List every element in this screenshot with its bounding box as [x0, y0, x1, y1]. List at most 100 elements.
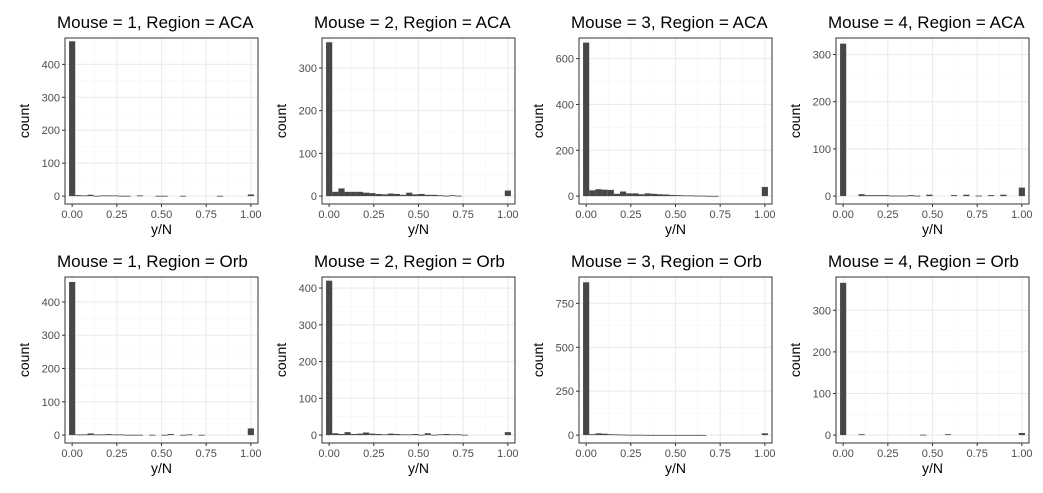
- histogram-bar: [504, 432, 511, 436]
- y-tick-label: 100: [813, 388, 831, 400]
- y-tick-label: 200: [556, 145, 574, 157]
- histogram-bar: [638, 434, 645, 436]
- histogram-bar: [186, 434, 193, 436]
- y-tick-label: 300: [813, 50, 831, 62]
- histogram-bar: [632, 193, 639, 197]
- histogram-bar: [693, 434, 701, 436]
- y-tick-label: 200: [42, 364, 60, 376]
- histogram-bar: [895, 195, 902, 197]
- histogram-bar: [864, 195, 871, 197]
- histogram-bar: [687, 434, 694, 436]
- histogram-bar: [338, 188, 345, 197]
- histogram-bar: [179, 195, 187, 197]
- histogram-bar: [589, 434, 596, 436]
- histogram-bar: [613, 193, 621, 197]
- x-tick-label: 0.50: [151, 209, 172, 221]
- x-axis-label: y/N: [151, 221, 172, 237]
- histogram-bar: [681, 195, 688, 197]
- histogram-bar: [87, 433, 94, 436]
- y-tick-label: 400: [556, 99, 574, 111]
- x-tick-label: 0.00: [575, 209, 596, 221]
- histogram-bar: [332, 433, 339, 436]
- histogram-bar: [504, 190, 511, 197]
- x-tick-label: 0.75: [452, 209, 473, 221]
- panel-title: Mouse = 3, Region = Orb: [571, 252, 762, 271]
- histogram-bar: [161, 195, 168, 197]
- facet-panel: 0.00 0.25 0.50 0.75 1.00 0 100 200 300 Mouse = 2,…: [273, 13, 519, 237]
- histogram-bar: [412, 194, 419, 197]
- x-tick-label: 0.75: [709, 209, 730, 221]
- x-tick-label: 0.50: [151, 448, 172, 460]
- y-tick-label: 100: [813, 144, 831, 156]
- histogram-bar: [1018, 187, 1025, 197]
- histogram-bar: [901, 195, 908, 197]
- histogram-bar: [761, 433, 768, 436]
- histogram-bar: [607, 189, 614, 197]
- x-tick-label: 1.00: [240, 209, 261, 221]
- x-tick-label: 0.25: [620, 209, 641, 221]
- histogram-bar: [687, 195, 694, 197]
- histogram-bar: [136, 434, 144, 436]
- histogram-bar: [607, 434, 614, 436]
- x-tick-label: 1.00: [1011, 209, 1032, 221]
- histogram-bar: [761, 186, 768, 197]
- histogram-bar: [387, 193, 394, 197]
- y-axis-label: count: [16, 343, 32, 377]
- histogram-bar: [350, 191, 357, 197]
- facet-panel: 0.00 0.25 0.50 0.75 1.00 0 100 200 300 400 Mouse =…: [273, 252, 519, 476]
- panel-title: Mouse = 3, Region = ACA: [571, 13, 768, 32]
- y-tick-label: 200: [813, 97, 831, 109]
- histogram-bar: [620, 434, 627, 436]
- panel-title: Mouse = 1, Region = Orb: [57, 252, 248, 271]
- histogram-bar: [418, 434, 425, 436]
- histogram-bar: [350, 433, 357, 436]
- histogram-bar: [443, 195, 450, 197]
- histogram-bar: [436, 434, 444, 436]
- histogram-bar: [161, 434, 168, 436]
- x-tick-label: 0.00: [575, 448, 596, 460]
- histogram-bar: [987, 195, 995, 197]
- facet-panel: 0.00 0.25 0.50 0.75 1.00 0 250 500 750 Mouse = 3,…: [530, 252, 776, 476]
- histogram-bar: [369, 193, 376, 197]
- histogram-bar: [424, 433, 431, 436]
- histogram-bar: [950, 195, 958, 197]
- histogram-bar: [663, 194, 670, 197]
- x-tick-label: 1.00: [754, 448, 775, 460]
- histogram-bar: [626, 193, 633, 197]
- histogram-bar: [840, 43, 847, 197]
- y-tick-label: 200: [299, 357, 317, 369]
- y-tick-label: 400: [299, 283, 317, 295]
- x-tick-label: 0.75: [966, 209, 987, 221]
- histogram-bar: [663, 434, 670, 436]
- histogram-bar: [124, 434, 131, 436]
- x-tick-label: 0.50: [408, 209, 429, 221]
- x-tick-label: 0.25: [877, 209, 898, 221]
- histogram-bar: [583, 42, 590, 197]
- histogram-bar: [247, 428, 254, 436]
- y-tick-label: 100: [42, 397, 60, 409]
- histogram-bar: [638, 194, 645, 197]
- facet-panel: 0.00 0.25 0.50 0.75 1.00 0 100 200 300 400 Mouse =…: [16, 252, 262, 476]
- histogram-bar: [657, 194, 664, 197]
- histogram-bar: [681, 434, 688, 436]
- histogram-bar: [589, 190, 596, 197]
- x-axis-label: y/N: [665, 460, 686, 476]
- histogram-bar: [595, 433, 602, 436]
- histogram-bar: [700, 434, 707, 436]
- x-tick-label: 0.75: [195, 448, 216, 460]
- x-tick-label: 1.00: [240, 448, 261, 460]
- panel-title: Mouse = 4, Region = ACA: [828, 13, 1025, 32]
- x-tick-label: 0.00: [832, 209, 853, 221]
- histogram-bar: [375, 433, 382, 436]
- x-tick-label: 0.25: [363, 209, 384, 221]
- histogram-bar: [344, 191, 351, 197]
- histogram-bar: [595, 189, 602, 197]
- x-tick-label: 0.50: [922, 209, 943, 221]
- histogram-bar: [326, 280, 333, 436]
- x-axis-label: y/N: [408, 460, 429, 476]
- x-tick-label: 0.50: [665, 209, 686, 221]
- y-tick-label: 0: [568, 191, 574, 203]
- histogram-bar: [1018, 433, 1025, 436]
- histogram-bar: [883, 195, 890, 197]
